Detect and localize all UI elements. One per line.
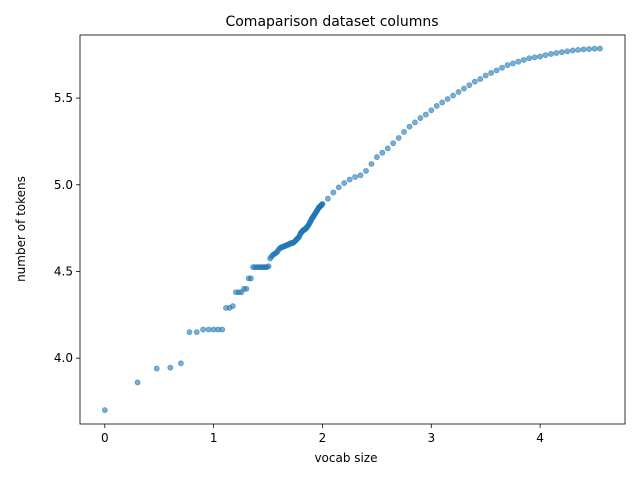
data-point [477, 76, 484, 82]
data-point [373, 154, 380, 160]
chart-title: Comaparison dataset columns [225, 14, 438, 30]
y-axis-label: number of tokens [14, 176, 28, 282]
x-tick-label: 4 [536, 431, 544, 445]
data-point [471, 78, 478, 85]
data-point [153, 365, 160, 372]
data-point [548, 51, 554, 57]
data-point [569, 47, 576, 54]
data-point [341, 180, 348, 186]
data-point [439, 99, 446, 106]
data-point [243, 285, 250, 292]
data-point [526, 55, 533, 62]
data-point [395, 135, 402, 141]
data-point [384, 145, 391, 152]
data-point [575, 47, 582, 53]
data-point [219, 326, 226, 333]
data-point [504, 62, 511, 69]
data-point [330, 189, 337, 196]
data-point [597, 45, 603, 52]
data-point [422, 111, 429, 118]
data-point [433, 103, 440, 109]
data-point [450, 92, 456, 99]
data-point [537, 53, 544, 60]
x-tick-label: 2 [319, 431, 327, 445]
data-point [368, 161, 375, 167]
data-point [510, 60, 516, 67]
data-point [564, 48, 571, 55]
data-point [200, 326, 206, 333]
data-points [101, 45, 603, 414]
data-point [229, 303, 236, 310]
data-point [586, 46, 592, 52]
data-point [247, 275, 254, 282]
data-point [134, 379, 141, 386]
y-tick-label: 4.0 [54, 351, 73, 365]
plot-area [79, 34, 626, 425]
data-point [205, 326, 212, 333]
data-point [558, 49, 565, 56]
y-tick-label: 4.5 [54, 264, 73, 278]
data-point [515, 58, 522, 65]
data-point [461, 85, 467, 92]
data-point [488, 70, 495, 76]
x-axis-label: vocab size [314, 451, 377, 465]
data-point [466, 82, 473, 88]
data-point [325, 195, 331, 202]
data-point [591, 45, 598, 52]
data-point [390, 140, 397, 147]
data-point [401, 128, 407, 135]
data-point [412, 119, 418, 126]
data-point [335, 184, 342, 191]
y-tick-label: 5.0 [54, 178, 73, 192]
x-tick-label: 0 [101, 431, 109, 445]
data-point [379, 149, 386, 156]
y-axis: 4.0 4.5 5.0 5.5 [54, 91, 80, 365]
data-point [444, 96, 451, 102]
x-tick-label: 1 [210, 431, 218, 445]
data-point [101, 407, 108, 414]
data-point [177, 360, 184, 367]
data-point [346, 176, 353, 183]
x-axis: 0 1 2 3 4 [101, 424, 544, 445]
data-point [357, 172, 364, 179]
data-point [319, 200, 326, 207]
data-point [493, 67, 500, 74]
data-point [186, 329, 193, 336]
y-tick-label: 5.5 [54, 91, 73, 105]
data-point [406, 123, 413, 130]
data-point [352, 174, 359, 180]
data-point [580, 46, 587, 53]
x-tick-label: 3 [427, 431, 435, 445]
data-point [363, 168, 369, 174]
data-point [417, 115, 424, 121]
data-point [520, 57, 527, 63]
data-point [455, 89, 462, 95]
data-point [167, 364, 174, 371]
data-point [531, 54, 538, 61]
data-point [265, 263, 272, 270]
plot-frame [79, 34, 626, 425]
data-point [482, 72, 489, 79]
data-point [553, 50, 560, 56]
data-point [499, 64, 505, 71]
data-point [193, 329, 200, 336]
data-point [428, 107, 435, 114]
data-point [542, 52, 549, 59]
plot-background [80, 35, 625, 424]
